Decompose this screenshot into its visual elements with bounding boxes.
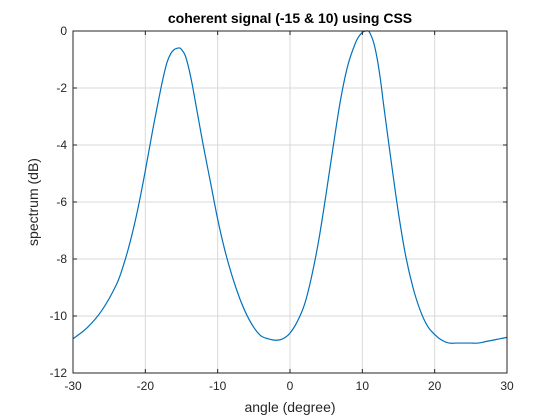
chart-title: coherent signal (-15 & 10) using CSS [168,10,412,26]
x-tick-label: 30 [500,379,514,393]
x-tick-label: -10 [209,379,227,393]
y-tick-label: -6 [56,195,67,209]
grid [72,30,508,374]
x-tick-label: 20 [428,379,442,393]
y-tick-label: -4 [56,138,67,152]
y-tick-label: 0 [60,24,67,38]
x-tick-label: -20 [137,379,155,393]
x-tick-label: -30 [64,379,82,393]
y-tick-label: -10 [50,309,68,323]
x-tick-label: 10 [356,379,370,393]
x-tick-label: 0 [287,379,294,393]
ticks: -30 -20 -10 0 10 20 30 0 -2 -4 -6 -8 -10 -12 [50,24,514,393]
y-tick-label: -12 [50,366,68,380]
y-tick-label: -8 [56,252,67,266]
y-tick-label: -2 [56,81,67,95]
plot-area [72,30,508,344]
spectrum-line [72,30,508,344]
y-axis-label: spectrum (dB) [25,158,41,246]
x-axis-label: angle (degree) [244,399,335,415]
